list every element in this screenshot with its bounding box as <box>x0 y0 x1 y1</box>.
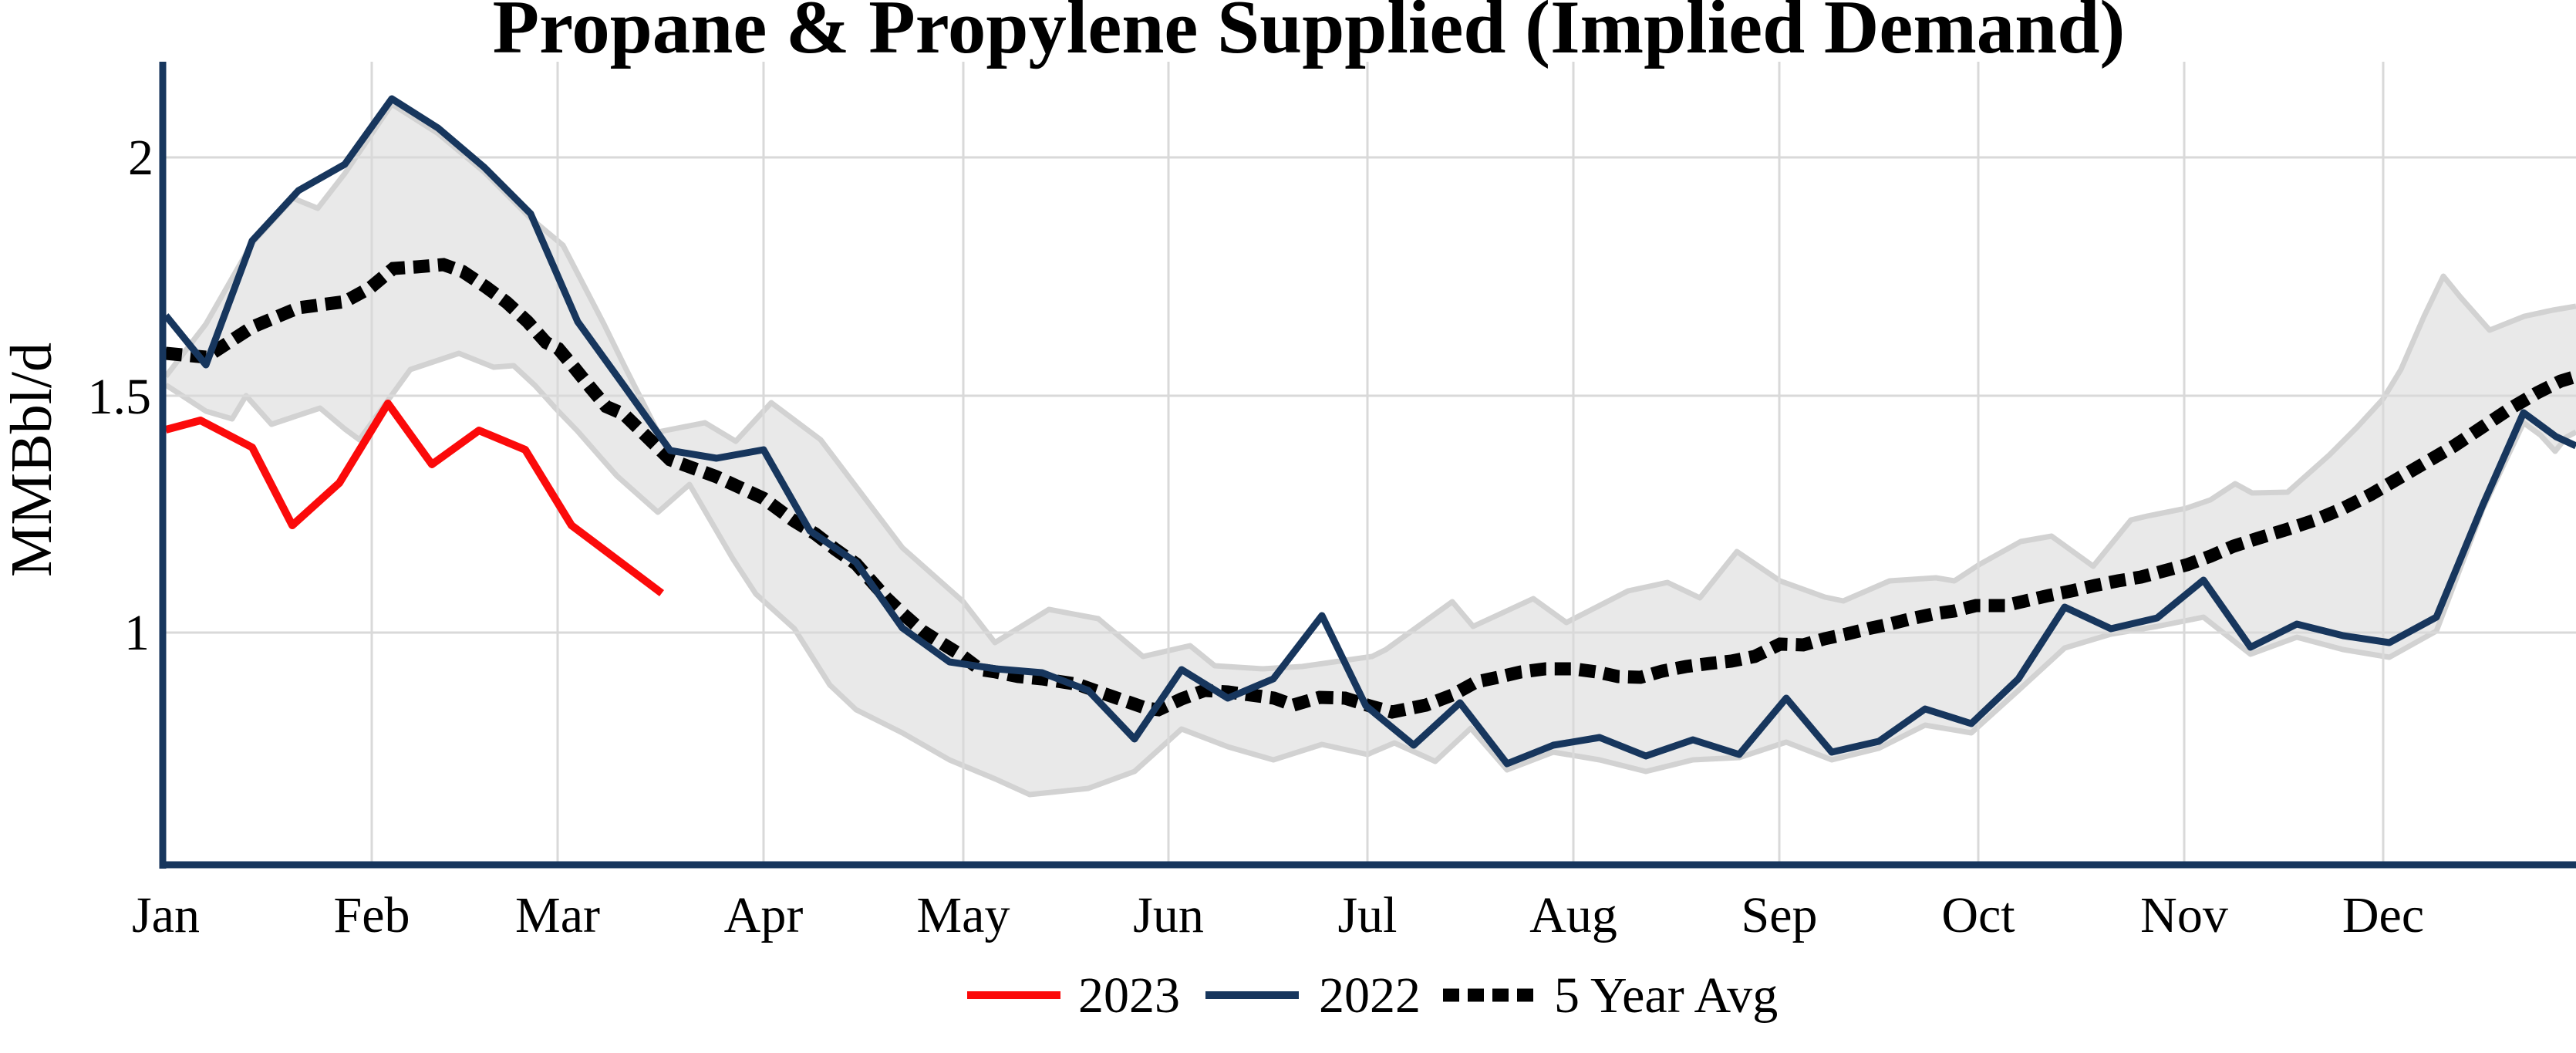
svg-text:Mar: Mar <box>515 887 600 943</box>
svg-text:Jun: Jun <box>1133 887 1204 943</box>
svg-text:Aug: Aug <box>1529 887 1617 943</box>
svg-text:Jan: Jan <box>132 887 200 943</box>
svg-text:2: 2 <box>128 130 153 186</box>
svg-text:MMBbl/d: MMBbl/d <box>0 343 64 577</box>
svg-text:5 Year Avg: 5 Year Avg <box>1554 967 1778 1024</box>
svg-text:1: 1 <box>124 605 150 661</box>
svg-text:1.5: 1.5 <box>88 369 152 425</box>
svg-text:2023: 2023 <box>1078 967 1180 1024</box>
svg-text:Apr: Apr <box>724 887 804 943</box>
svg-text:Dec: Dec <box>2342 887 2424 943</box>
svg-text:Nov: Nov <box>2140 887 2228 943</box>
svg-text:Sep: Sep <box>1741 887 1818 943</box>
svg-text:Jul: Jul <box>1337 887 1397 943</box>
svg-text:May: May <box>917 887 1010 943</box>
svg-text:Propane & Propylene Supplied (: Propane & Propylene Supplied (Implied De… <box>493 0 2126 69</box>
svg-text:2022: 2022 <box>1319 967 1421 1024</box>
svg-text:Feb: Feb <box>334 887 410 943</box>
svg-text:Oct: Oct <box>1941 887 2015 943</box>
